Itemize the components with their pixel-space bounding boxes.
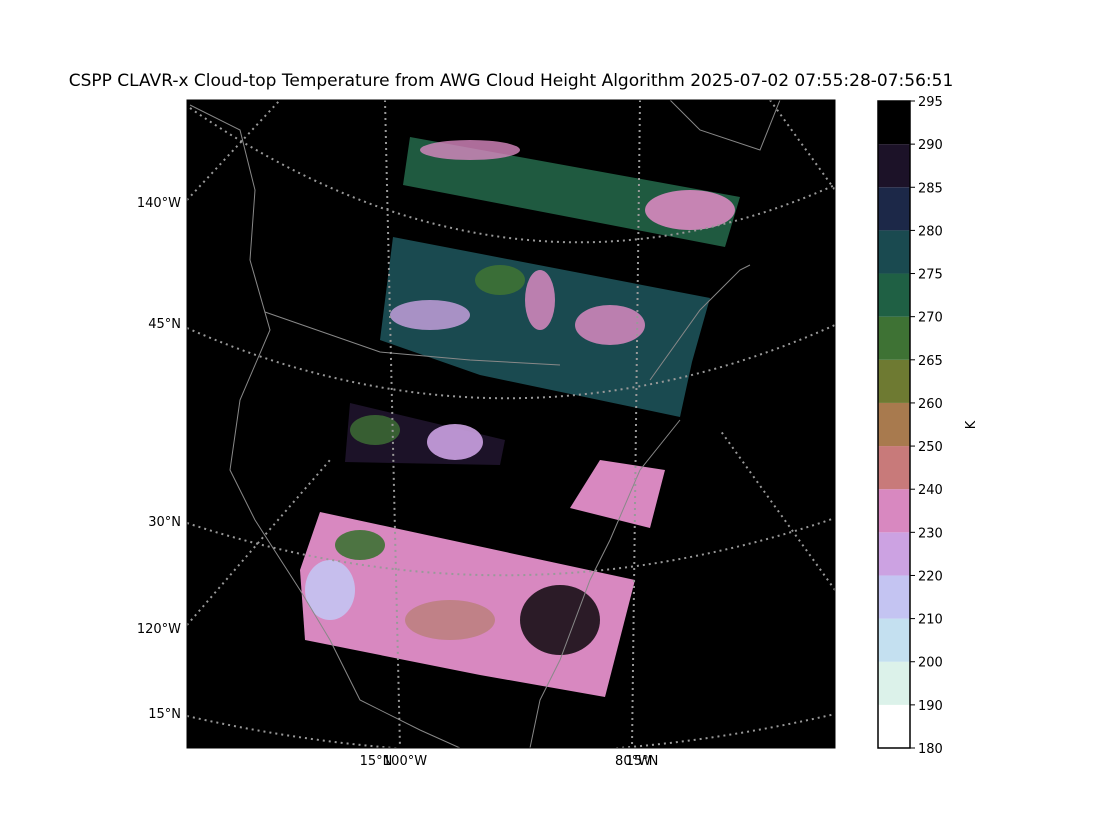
colorbar-tick-label: 220 bbox=[918, 569, 943, 584]
map bbox=[187, 100, 835, 748]
colorbar-tick-label: 250 bbox=[918, 440, 943, 455]
colorbar-band bbox=[878, 489, 910, 533]
colorbar-tick-label: 180 bbox=[918, 742, 943, 757]
colorbar-band bbox=[878, 230, 910, 274]
colorbar-band bbox=[878, 532, 910, 576]
colorbar-tick-label: 275 bbox=[918, 268, 943, 283]
colorbar-band bbox=[878, 316, 910, 360]
colorbar-tick-label: 210 bbox=[918, 613, 943, 628]
lat-lon-label: 15°N bbox=[148, 707, 181, 722]
colorbar-band bbox=[878, 661, 910, 705]
colorbar-tick-label: 290 bbox=[918, 138, 943, 153]
colorbar-tick-label: 295 bbox=[918, 95, 943, 110]
lat-lon-label: 80°W bbox=[615, 754, 651, 769]
colorbar-band bbox=[878, 101, 910, 145]
colorbar-band bbox=[878, 446, 910, 490]
coastlines bbox=[189, 100, 781, 748]
colorbar-tick-label: 260 bbox=[918, 397, 943, 412]
lat-lon-label: 15°N bbox=[626, 754, 659, 769]
title: CSPP CLAVR-x Cloud-top Temperature from … bbox=[69, 71, 954, 91]
map-labels: 140°W 45°N 30°N 120°W 15°N 15°N 100°W 80… bbox=[137, 196, 659, 769]
colorbar-frame bbox=[877, 100, 911, 749]
map-frame bbox=[186, 99, 836, 749]
colorbar-tick-label: 270 bbox=[918, 311, 943, 326]
graticule bbox=[187, 100, 835, 748]
colorbar: 180 190 200 210 220 230 240 250 260 265 270 275 280 2… bbox=[877, 95, 943, 757]
lat-lon-label: 45°N bbox=[148, 317, 181, 332]
colorbar-tick-label: 230 bbox=[918, 526, 943, 541]
colorbar-band bbox=[878, 273, 910, 317]
colorbar-band bbox=[878, 618, 910, 662]
lat-lon-label: 15°N bbox=[360, 754, 393, 769]
colorbar-band bbox=[878, 402, 910, 447]
colorbar-band bbox=[878, 359, 910, 403]
colorbar-tick-label: 240 bbox=[918, 483, 943, 498]
colorbar-tick-label: 200 bbox=[918, 656, 943, 671]
lat-lon-label: 120°W bbox=[137, 622, 181, 637]
colorbar-band bbox=[878, 704, 910, 748]
lat-lon-label: 140°W bbox=[137, 196, 181, 211]
lat-lon-label: 30°N bbox=[148, 515, 181, 530]
colorbar-label: K bbox=[964, 420, 979, 429]
swaths bbox=[300, 137, 740, 697]
colorbar-tick-label: 190 bbox=[918, 699, 943, 714]
colorbar-tick-label: 280 bbox=[918, 224, 943, 239]
lat-lon-label: 100°W bbox=[383, 754, 427, 769]
colorbar-band bbox=[878, 187, 910, 231]
colorbar-band bbox=[878, 575, 910, 619]
colorbar-tick-label: 285 bbox=[918, 181, 943, 196]
colorbar-tick-label: 265 bbox=[918, 354, 943, 369]
colorbar-band bbox=[878, 144, 910, 188]
